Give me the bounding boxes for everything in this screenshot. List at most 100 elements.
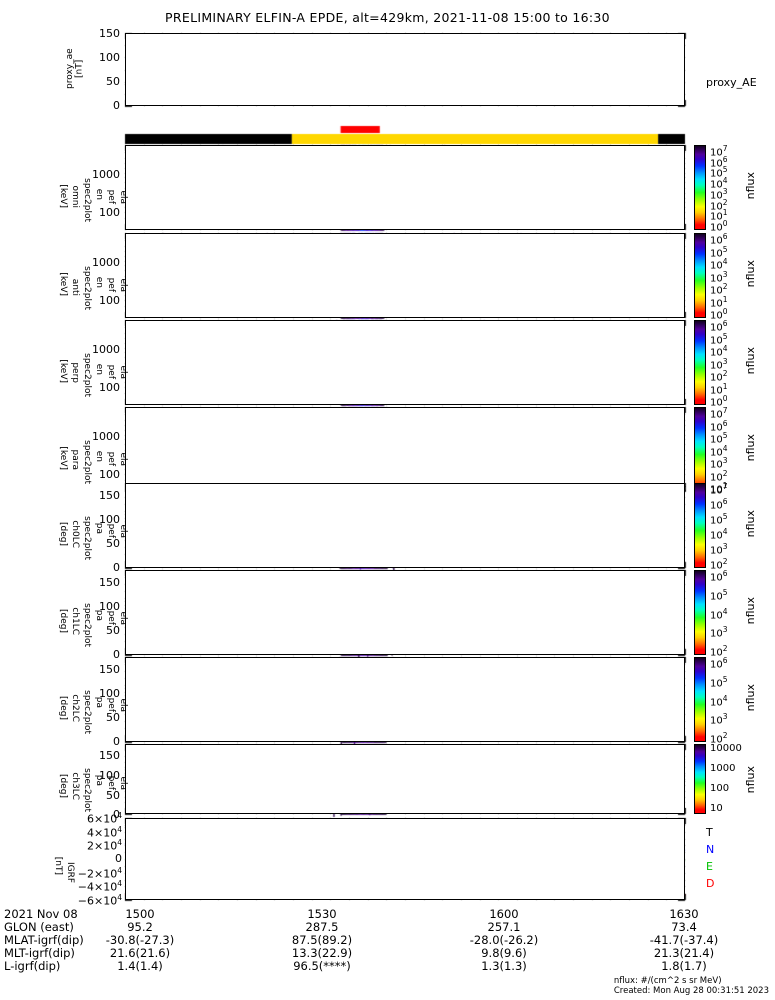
colorbar-en-omni <box>694 145 706 230</box>
colorbar-tick: 100 <box>710 219 728 234</box>
ylabel-line: ela <box>118 611 128 625</box>
ylabel-line: en <box>94 276 104 288</box>
ytick-pa3-100: 100 <box>99 769 120 782</box>
footer-label-l: L-igrf(dip) <box>4 959 61 973</box>
igrf-ytick: −2×104 <box>77 865 122 881</box>
colorbar-tick: 107 <box>710 482 728 497</box>
ylabel-line: [keV] <box>58 184 68 208</box>
footer-mlt-3: 21.3(21.4) <box>653 946 715 960</box>
panel-en-omni <box>125 145 685 230</box>
footer-label-glon: GLON (east) <box>4 920 74 934</box>
ylabel-line: ela <box>118 698 128 712</box>
colorbar-tick: 107 <box>710 406 728 421</box>
footer-row-l: L-igrf(dip) 1.4(1.4) 96.5(****) 1.3(1.3)… <box>4 960 774 973</box>
colorbar-tick: 105 <box>710 512 728 527</box>
ytick-pa2-50: 50 <box>106 711 120 724</box>
ylabel-line: [deg] <box>58 696 68 720</box>
igrf-legend-d: D <box>706 877 715 890</box>
footer-l-1: 96.5(****) <box>293 959 351 973</box>
footer-mlat-0: -30.8(-27.3) <box>105 933 175 947</box>
colorbar-tick: 1000 <box>710 763 736 774</box>
colorbar-tick: 104 <box>710 443 728 458</box>
ylabel-line: en <box>94 363 104 375</box>
footer-mlt-0: 21.6(21.6) <box>109 946 171 960</box>
ytick-en-perp-100: 100 <box>99 381 120 394</box>
panel-proxy-ae-ylabel: proxy_ae [nT] <box>65 48 85 90</box>
status-bar <box>125 134 685 144</box>
footer-time-3: 1630 <box>669 907 699 921</box>
colorbar-tick: 10 <box>710 803 723 814</box>
igrf-ytick: 4×104 <box>87 824 122 840</box>
ylabel-line: [keV] <box>58 446 68 470</box>
ylabel-line: [deg] <box>58 522 68 546</box>
igrf-ytick: 0 <box>115 852 122 865</box>
footer-time-2: 1600 <box>489 907 519 921</box>
ytick-proxy-50: 50 <box>106 75 120 88</box>
colorbar-tick: 100 <box>710 307 728 322</box>
colorbar-pa-ch2lc <box>694 657 706 742</box>
colorbar-en-para <box>694 407 706 492</box>
colorbar-pa-ch1lc <box>694 570 706 655</box>
panel-en-para <box>125 407 685 492</box>
colorbar-tick: 101 <box>710 208 728 223</box>
colorbar-tick: 104 <box>710 344 728 359</box>
ylabel-line: [keV] <box>58 359 68 383</box>
ylabel-line: pef <box>106 451 116 466</box>
ytick-pa0-50: 50 <box>106 537 120 550</box>
colorbar-tick: 101 <box>710 481 728 496</box>
ylabel-line: para <box>70 449 80 470</box>
colorbar-tick: 106 <box>710 497 728 512</box>
colorbar-en-anti <box>694 233 706 318</box>
ylabel-line: omni <box>70 185 80 208</box>
colorbar-tick: 100 <box>710 783 730 794</box>
ytick-pa3-0: 0 <box>113 808 120 821</box>
colorbar-tick: 103 <box>710 625 728 640</box>
colorbar-tick: 105 <box>710 674 728 690</box>
colorbar-tick: 106 <box>710 319 728 334</box>
ylabel-line: en <box>94 188 104 200</box>
credit-units: nflux: #/(cm^2 s sr MeV) <box>613 976 722 986</box>
ylabel-line: en <box>94 450 104 462</box>
colorbar-pa-ch0lc-label: nflux <box>744 510 757 538</box>
panel-en-perp <box>125 320 685 405</box>
colorbar-tick: 104 <box>710 176 728 191</box>
panel-igrf-ylabel: IGRF [nT] <box>48 819 75 899</box>
colorbar-tick: 101 <box>710 294 728 309</box>
ylabel-line: [deg] <box>58 774 68 798</box>
colorbar-tick: 102 <box>710 644 728 659</box>
colorbar-tick: 107 <box>710 144 728 159</box>
igrf-ytick: 6×104 <box>87 811 122 826</box>
footer-mlt-1: 13.3(22.9) <box>291 946 353 960</box>
ylabel-line: pef <box>106 277 116 292</box>
igrf-ytick: 2×104 <box>87 838 122 853</box>
ylabel-line: ela <box>118 190 128 204</box>
footer-label-date: 2021 Nov 08 <box>4 907 78 921</box>
colorbar-tick: 104 <box>710 527 728 542</box>
colorbar-tick: 105 <box>710 431 728 446</box>
colorbar-en-perp <box>694 320 706 405</box>
ylabel-line: [nT] <box>53 856 63 875</box>
colorbar-tick: 102 <box>710 369 728 384</box>
ytick-pa2-100: 100 <box>99 687 120 700</box>
colorbar-tick: 103 <box>710 456 728 471</box>
ytick-pa3-150: 150 <box>99 749 120 762</box>
ytick-en-para-1000: 1000 <box>92 430 120 443</box>
colorbar-tick: 104 <box>710 606 728 621</box>
igrf-legend-n: N <box>706 843 715 856</box>
footer-mlt-2: 9.8(9.6) <box>481 946 527 960</box>
colorbar-tick: 103 <box>710 269 728 284</box>
ytick-pa0-100: 100 <box>99 513 120 526</box>
ytick-en-anti-1000: 1000 <box>92 256 120 269</box>
footer-l-0: 1.4(1.4) <box>117 959 163 973</box>
footer-table: 2021 Nov 08 1500 1530 1600 1630 GLON (ea… <box>4 908 774 973</box>
colorbar-tick: 102 <box>710 557 728 572</box>
footer-glon-1: 287.5 <box>305 920 339 934</box>
colorbar-tick: 102 <box>710 731 728 746</box>
ylabel-line: [deg] <box>58 609 68 633</box>
ytick-pa0-150: 150 <box>99 489 120 502</box>
igrf-legend-t: T <box>706 826 713 839</box>
panel-pa-ch0lc <box>125 483 685 568</box>
panel-pa-ch2lc <box>125 657 685 742</box>
colorbar-tick: 103 <box>710 712 728 727</box>
credit-block: nflux: #/(cm^2 s sr MeV) Created: Mon Aug… <box>614 976 769 996</box>
